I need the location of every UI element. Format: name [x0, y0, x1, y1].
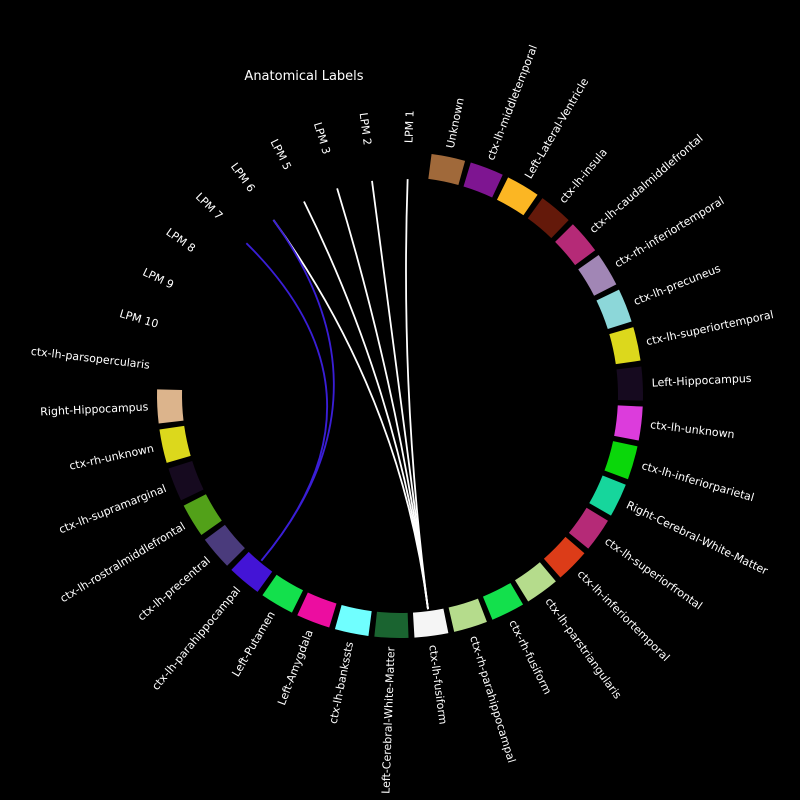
- node-segment-ctx-lh-precentral: [204, 524, 245, 566]
- link-lpm-7-to-ctx-lh-parahippocampal: [245, 242, 328, 562]
- node-segment-ctx-lh-parstriangularis: [514, 562, 556, 602]
- node-segment-ctx-lh-precuneus: [596, 289, 632, 330]
- node-segment-ctx-rh-parahippocampal: [448, 598, 487, 632]
- node-label-lpm-2: LPM 2: [357, 112, 374, 146]
- node-segment-ctx-lh-fusiform: [412, 608, 449, 638]
- node-segment-ctx-lh-superiortemporal: [609, 327, 641, 365]
- node-segment-ctx-lh-unknown: [614, 405, 643, 441]
- node-label-unknown: Unknown: [444, 97, 467, 150]
- node-label-left-cerebral-white-matter: Left-Cerebral-White-Matter: [379, 646, 397, 794]
- node-segment-ctx-lh-middletemporal: [463, 162, 503, 198]
- node-segment-ctx-lh-caudalmiddlefrontal: [555, 224, 596, 266]
- node-segment-left-amygdala: [297, 592, 337, 628]
- node-segment-left-hippocampus: [616, 366, 643, 401]
- node-label-ctx-lh-parsopercularis: ctx-lh-parsopercularis: [30, 345, 151, 372]
- node-segment-right-cerebral-white-matter: [589, 475, 626, 516]
- node-segment-right-hippocampus: [157, 389, 184, 424]
- node-label-ctx-lh-precuneus: ctx-lh-precuneus: [632, 262, 723, 308]
- node-label-ctx-rh-unknown: ctx-rh-unknown: [68, 442, 155, 473]
- node-label-ctx-lh-bankssts: ctx-lh-bankssts: [327, 640, 356, 725]
- node-segment-ctx-lh-inferiorparietal: [604, 441, 638, 480]
- connection-links: [245, 179, 429, 610]
- node-segment-ctx-rh-unknown: [159, 425, 191, 463]
- node-label-ctx-lh-superiortemporal: ctx-lh-superiortemporal: [645, 308, 775, 348]
- node-segments: [157, 154, 643, 638]
- node-label-lpm-1: LPM 1: [402, 110, 416, 143]
- node-segment-unknown: [428, 154, 466, 185]
- node-segment-ctx-lh-insula: [527, 198, 569, 239]
- node-label-left-hippocampus: Left-Hippocampus: [651, 372, 752, 390]
- node-label-ctx-rh-parahippocampal: ctx-rh-parahippocampal: [467, 634, 518, 764]
- link-lpm-6-to-ctx-lh-fusiform: [272, 219, 429, 610]
- node-segment-left-putamen: [262, 574, 304, 613]
- node-label-lpm-5: LPM 5: [268, 137, 294, 172]
- node-segment-left-lateral-ventricle: [496, 177, 538, 216]
- diagram-title: Anatomical Labels: [244, 69, 363, 84]
- node-segment-ctx-lh-inferiortemporal: [543, 536, 585, 578]
- node-segment-ctx-lh-parahippocampal: [231, 551, 273, 592]
- node-label-right-hippocampus: Right-Hippocampus: [40, 400, 149, 418]
- node-label-left-amygdala: Left-Amygdala: [275, 628, 316, 707]
- node-label-ctx-lh-supramarginal: ctx-lh-supramarginal: [57, 482, 168, 536]
- node-label-left-lateral-ventricle: Left-Lateral-Ventricle: [522, 76, 591, 181]
- node-label-lpm-8: LPM 8: [164, 226, 198, 255]
- node-label-ctx-lh-precentral: ctx-lh-precentral: [135, 554, 213, 623]
- node-label-lpm-7: LPM 7: [193, 190, 225, 222]
- node-label-lpm-6: LPM 6: [228, 160, 258, 194]
- node-label-left-putamen: Left-Putamen: [229, 609, 278, 679]
- node-label-ctx-lh-inferiorparietal: ctx-lh-inferiorparietal: [640, 459, 756, 504]
- node-segment-ctx-lh-superiorfrontal: [568, 507, 608, 549]
- node-segment-ctx-lh-supramarginal: [168, 460, 204, 501]
- node-segment-ctx-rh-fusiform: [482, 582, 524, 620]
- node-label-lpm-10: LPM 10: [118, 307, 160, 331]
- node-segment-ctx-lh-rostralmiddlefrontal: [183, 494, 222, 535]
- node-label-ctx-lh-insula: ctx-lh-insula: [557, 146, 610, 206]
- node-label-ctx-rh-fusiform: ctx-rh-fusiform: [506, 618, 554, 697]
- node-label-ctx-lh-fusiform: ctx-lh-fusiform: [426, 644, 449, 725]
- node-segment-ctx-rh-inferiortemporal: [578, 255, 617, 296]
- node-segment-left-cerebral-white-matter: [374, 611, 409, 638]
- node-label-lpm-3: LPM 3: [311, 121, 333, 156]
- node-label-ctx-lh-middletemporal: ctx-lh-middletemporal: [484, 43, 540, 162]
- node-label-ctx-lh-unknown: ctx-lh-unknown: [649, 418, 735, 441]
- node-segment-ctx-lh-bankssts: [334, 605, 372, 636]
- node-label-lpm-9: LPM 9: [141, 266, 176, 292]
